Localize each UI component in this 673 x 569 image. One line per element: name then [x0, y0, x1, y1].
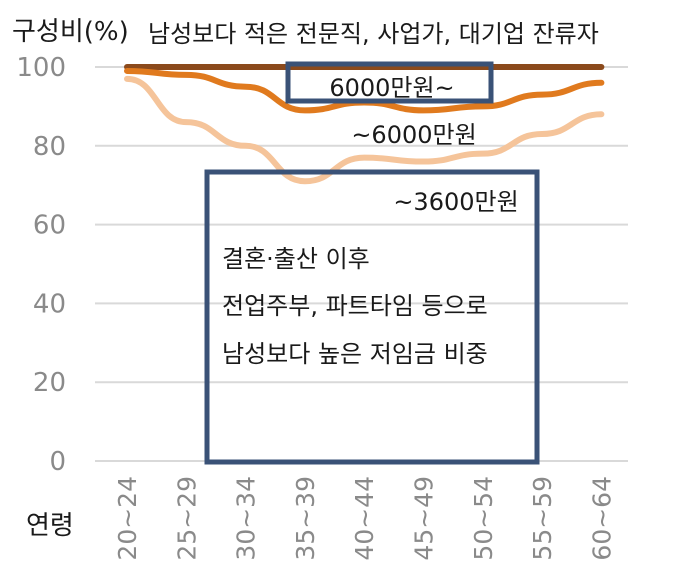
x-tick-label: 35~39 — [291, 476, 320, 561]
y-tick-label: 60 — [33, 211, 66, 241]
top-legend-box — [285, 61, 494, 104]
x-tick-labels: 20~24 25~29 30~34 35~39 40~44 45~49 50~54 55~59… — [113, 476, 616, 561]
x-tick-label: 30~34 — [232, 476, 261, 561]
y-tick-label: 0 — [49, 447, 66, 477]
x-tick-label: 20~24 — [113, 476, 142, 561]
y-tick-labels: 0 20 40 60 80 100 — [16, 53, 66, 477]
y-tick-label: 40 — [33, 289, 66, 319]
y-tick-label: 100 — [16, 53, 66, 83]
x-tick-label: 60~64 — [587, 476, 616, 561]
box-note-line-2: 전업주부, 파트타임 등으로 — [222, 292, 488, 320]
y-tick-label: 80 — [33, 132, 66, 162]
top-annotation: 남성보다 적은 전문직, 사업가, 대기업 잔류자 — [148, 20, 599, 48]
box-note-line-3: 남성보다 높은 저임금 비중 — [222, 340, 488, 368]
x-tick-label: 55~59 — [528, 476, 557, 561]
series-label-mid: ~6000만원 — [351, 121, 476, 149]
y-axis-label: 구성비(%) — [12, 17, 129, 47]
box-note-line-1: 결혼·출산 이후 — [222, 245, 370, 273]
x-tick-label: 40~44 — [350, 476, 379, 561]
x-tick-label: 50~54 — [469, 476, 498, 561]
series-label-low: ~3600만원 — [393, 188, 518, 216]
x-tick-label: 25~29 — [172, 476, 201, 561]
x-axis-label: 연령 — [26, 511, 74, 541]
series-label-high: 6000만원~ — [329, 74, 454, 102]
x-tick-label: 45~49 — [410, 476, 439, 561]
y-tick-label: 20 — [33, 368, 66, 398]
annotation-box — [204, 169, 540, 465]
series-line-2 — [124, 75, 605, 185]
